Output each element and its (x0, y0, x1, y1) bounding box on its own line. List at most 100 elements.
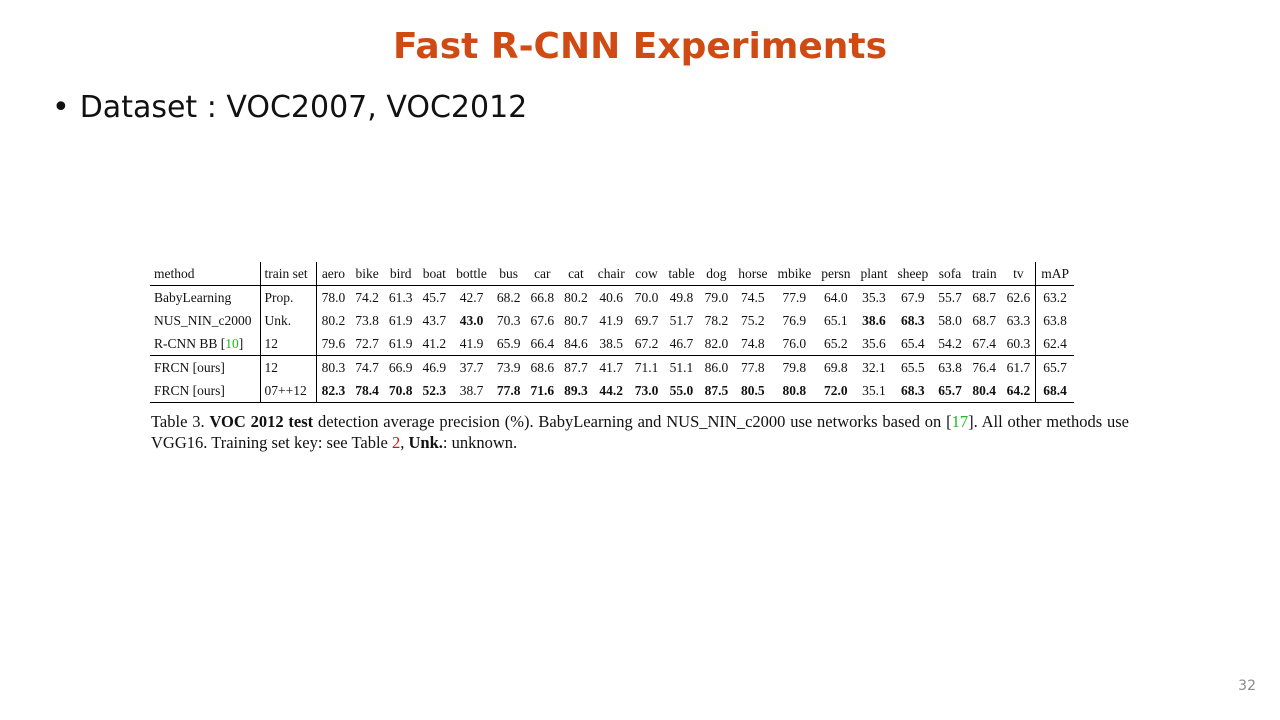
header-cell: car (525, 262, 560, 286)
value-cell: 76.0 (772, 332, 817, 356)
value-cell: 71.1 (634, 359, 659, 375)
header-cell: table (663, 262, 700, 286)
header-cell: sheep (892, 262, 934, 286)
value-cell: 80.7 (564, 312, 588, 328)
header-cell: bike (350, 262, 384, 286)
value-cell: 73.0 (629, 379, 664, 403)
value-cell: 68.7 (972, 312, 997, 328)
method-name: FRCN [ours] (154, 382, 225, 398)
value-cell: 68.3 (901, 312, 925, 328)
value-cell: 65.5 (901, 359, 925, 375)
value-cell: 65.4 (892, 332, 934, 356)
value-cell: 70.0 (634, 289, 659, 305)
value-cell: 84.6 (559, 332, 593, 356)
method-name: FRCN [ours] (154, 359, 225, 375)
table-row: NUS_NIN_c2000 Unk. 80.2 73.8 61.9 43.7 43.0 70.… (150, 309, 1074, 332)
dataset-bullet: • Dataset : VOC2007, VOC2012 (52, 90, 527, 125)
value-cell: 66.9 (388, 359, 413, 375)
value-cell: 79.0 (704, 289, 729, 305)
value-cell: 43.0 (459, 312, 484, 328)
value-cell: 71.6 (525, 379, 560, 403)
value-cell: 52.3 (417, 379, 452, 403)
table-caption: Table 3. VOC 2012 test detection average… (151, 411, 1129, 453)
value-cell: 62.6 (1006, 289, 1031, 305)
value-cell: 80.2 (315, 309, 351, 332)
value-cell: 67.6 (530, 312, 555, 328)
header-cell: dog (699, 262, 734, 286)
header-cell: bird (383, 262, 418, 286)
value-cell: 89.3 (559, 379, 593, 403)
value-cell: 68.2 (496, 289, 521, 305)
value-cell: 74.7 (355, 359, 379, 375)
value-cell: 76.4 (972, 359, 997, 375)
value-cell: 78.2 (704, 312, 729, 328)
value-cell: 38.5 (592, 332, 630, 356)
header-cell: cat (559, 262, 593, 286)
method-cell: FRCN [ours] (150, 379, 260, 403)
table-row: FRCN [ours] 07++12 82.3 78.4 70.8 52.3 38.7 77.… (150, 379, 1074, 403)
value-cell: 65.9 (491, 332, 526, 356)
value-cell: 78.0 (315, 285, 351, 309)
value-cell: 38.6 (862, 312, 886, 328)
value-cell: 58.0 (938, 312, 962, 328)
table-row: BabyLearning Prop. 78.0 74.2 61.3 45.7 42.7 68.… (150, 285, 1074, 310)
value-cell: 68.4 (1035, 379, 1074, 403)
value-cell: 43.7 (422, 312, 447, 328)
header-cell: horse (733, 262, 773, 286)
caption-bold-1: VOC 2012 test (209, 412, 314, 431)
caption-text-3: ]. All other methods use VGG16. Training… (151, 412, 1129, 452)
caption-text-4: , (400, 433, 409, 452)
value-cell: 75.2 (741, 312, 765, 328)
value-cell: 46.9 (422, 359, 447, 375)
value-cell: 74.8 (733, 332, 773, 356)
value-cell: 80.5 (733, 379, 773, 403)
value-cell: 68.7 (972, 289, 997, 305)
train-set-cell: Unk. (259, 309, 317, 332)
value-cell: 69.7 (634, 312, 659, 328)
value-cell: 65.1 (824, 312, 848, 328)
value-cell: 66.4 (525, 332, 560, 356)
header-cell: boat (417, 262, 452, 286)
value-cell: 55.7 (938, 289, 962, 305)
value-cell: 65.2 (816, 332, 856, 356)
value-cell: 67.2 (629, 332, 664, 356)
value-cell: 64.0 (824, 289, 848, 305)
header-cell: train (966, 262, 1002, 286)
value-cell: 66.8 (530, 289, 555, 305)
caption-citation-link-1[interactable]: 17 (951, 412, 969, 431)
value-cell: 65.7 (1035, 355, 1074, 379)
value-cell: 80.3 (315, 355, 351, 379)
value-cell: 67.9 (901, 289, 925, 305)
method-name: R-CNN BB [ (154, 335, 226, 351)
train-set-cell: 12 (259, 332, 317, 356)
method-cell: FRCN [ours] (150, 356, 260, 380)
value-cell: 73.9 (496, 359, 521, 375)
value-cell: 61.9 (388, 312, 413, 328)
value-cell: 72.7 (350, 332, 384, 356)
slide-title: Fast R-CNN Experiments (392, 26, 888, 67)
value-cell: 77.9 (782, 289, 807, 305)
value-cell: 82.0 (699, 332, 734, 356)
method-citation-link[interactable]: 10 (225, 335, 239, 351)
value-cell: 41.7 (599, 359, 624, 375)
header-cell: bottle (451, 262, 492, 286)
value-cell: 44.2 (592, 379, 630, 403)
value-cell: 61.9 (383, 332, 418, 356)
value-cell: 32.1 (862, 359, 886, 375)
value-cell: 35.6 (855, 332, 893, 356)
header-cell: tv (1001, 262, 1036, 286)
bullet-text: Dataset : VOC2007, VOC2012 (79, 90, 528, 125)
caption-table-ref-link[interactable]: 2 (391, 433, 401, 452)
value-cell: 70.3 (496, 312, 521, 328)
header-cell: chair (592, 262, 630, 286)
value-cell: 78.4 (350, 379, 384, 403)
value-cell: 63.8 (938, 359, 962, 375)
value-cell: 61.3 (388, 289, 413, 305)
value-cell: 37.7 (459, 359, 484, 375)
header-cell: sofa (933, 262, 967, 286)
value-cell: 60.3 (1001, 332, 1036, 356)
header-cell: train set (259, 262, 317, 286)
value-cell: 80.8 (772, 379, 817, 403)
header-cell: mbike (772, 262, 817, 286)
method-cell: BabyLearning (150, 286, 260, 310)
